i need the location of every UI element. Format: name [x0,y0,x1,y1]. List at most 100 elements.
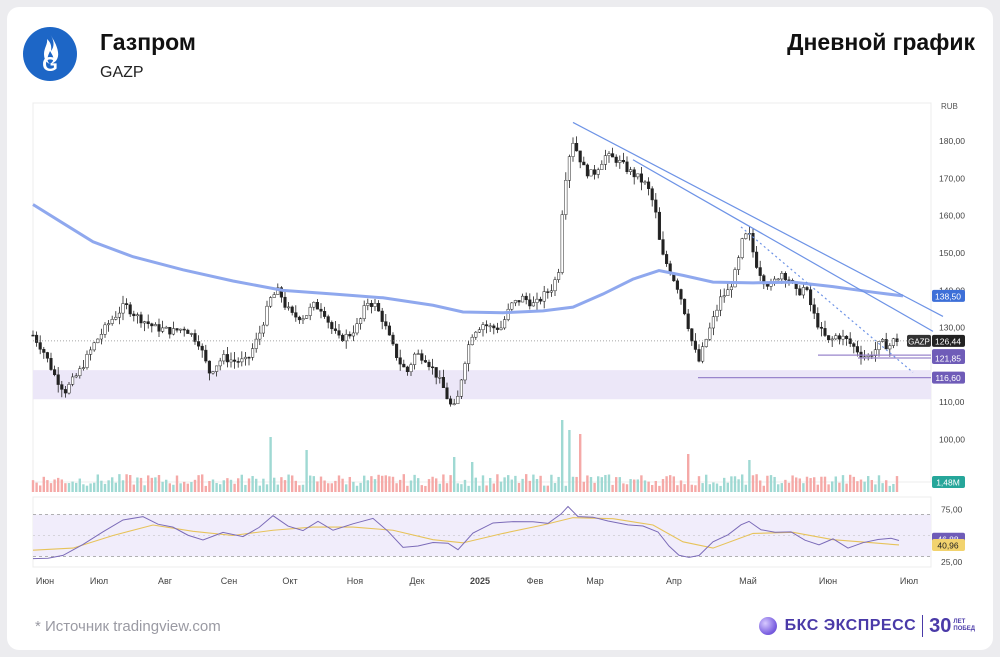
candle-body [261,324,265,334]
candle-body [305,315,309,319]
volume-bar [298,485,301,492]
candle-body [35,334,39,343]
candle-body [891,338,895,346]
volume-bar [161,481,164,492]
ma-value-box [932,289,965,302]
candle-body [499,327,503,330]
volume-bar [143,485,146,492]
volume-bar [114,482,117,492]
candle-body [175,328,179,331]
candle-body [600,164,604,170]
price-tick-label: 130,00 [939,323,965,333]
candle-body [200,345,204,351]
candle-body [708,327,712,340]
volume-bar [67,483,71,492]
level-label: 121,85 [935,354,961,364]
volume-bar [417,478,420,492]
volume-bar [305,450,308,492]
volume-bar [370,476,373,492]
volume-bar [604,474,607,492]
volume-bar [557,476,560,492]
volume-bar [406,485,409,492]
candle-body [737,257,741,270]
candle-body [186,329,190,334]
volume-bar [262,478,265,492]
candle-body [715,309,719,317]
candle-body [114,316,118,320]
volume-bar [121,480,125,492]
candle-body [877,341,881,351]
candle-body [330,322,334,330]
candle-body [236,361,240,363]
x-tick-label: Сен [221,576,238,586]
candle-body [74,375,78,378]
volume-bar [294,480,297,492]
x-tick-label: Фев [527,576,544,586]
volume-bar [643,480,647,492]
candle-body [391,334,395,345]
candle-body [265,305,269,326]
candle-body [823,328,827,336]
volume-bar [669,475,672,492]
volume-bar [71,481,74,492]
candle-body [690,328,694,342]
volume-bar [748,460,751,492]
candle-body [625,161,629,173]
volume-bar [859,479,863,492]
candle-body [247,356,251,359]
candle-body [585,164,589,177]
candle-body [416,353,420,355]
volume-bar [582,481,585,492]
volume-bar [823,476,827,492]
volume-bar [348,476,351,492]
candle-body [128,304,132,315]
candle-body [85,354,89,368]
volume-bar [841,475,845,492]
x-tick-label: Дек [409,576,424,586]
candle-body [776,278,780,281]
candle-body [348,334,352,337]
volume-bar [258,485,261,492]
volume-bar [719,485,722,492]
candle-body [726,289,730,296]
volume-bar [312,476,315,492]
volume-bar [481,475,485,492]
candle-body [452,403,456,406]
candle-body [438,377,442,379]
volume-bar [413,474,416,492]
volume-bar [96,474,99,492]
candle-body [125,303,129,305]
volume-bar [697,476,701,492]
x-tick-label: Окт [282,576,297,586]
candle-body [603,155,607,165]
candle-body [809,289,813,306]
volume-bar [355,485,359,492]
candle-body [812,304,816,314]
volume-bar [319,476,323,492]
volume-bar [273,477,276,492]
candle-body [193,333,197,342]
candle-body [881,339,885,342]
volume-bar [687,454,690,492]
volume-bar [427,479,431,492]
volume-bar [622,483,625,492]
volume-bar [503,477,506,492]
x-tick-label: Ноя [347,576,364,586]
brand-name: БКС ЭКСПРЕСС [784,617,917,634]
candle-body [528,299,532,307]
volume-bar [229,479,233,492]
candle-body [521,295,525,303]
candle-body [31,334,35,337]
candle-body [337,330,341,336]
volume-bar [89,483,92,492]
volume-bar [219,484,222,492]
x-tick-label: Апр [666,576,682,586]
volume-bar [64,483,67,492]
volume-bar [665,476,668,492]
candle-body [827,335,831,341]
candle-body [643,181,647,184]
volume-bar [575,476,578,492]
candle-body [139,314,143,324]
volume-bar [658,485,661,492]
candle-body [251,348,255,358]
